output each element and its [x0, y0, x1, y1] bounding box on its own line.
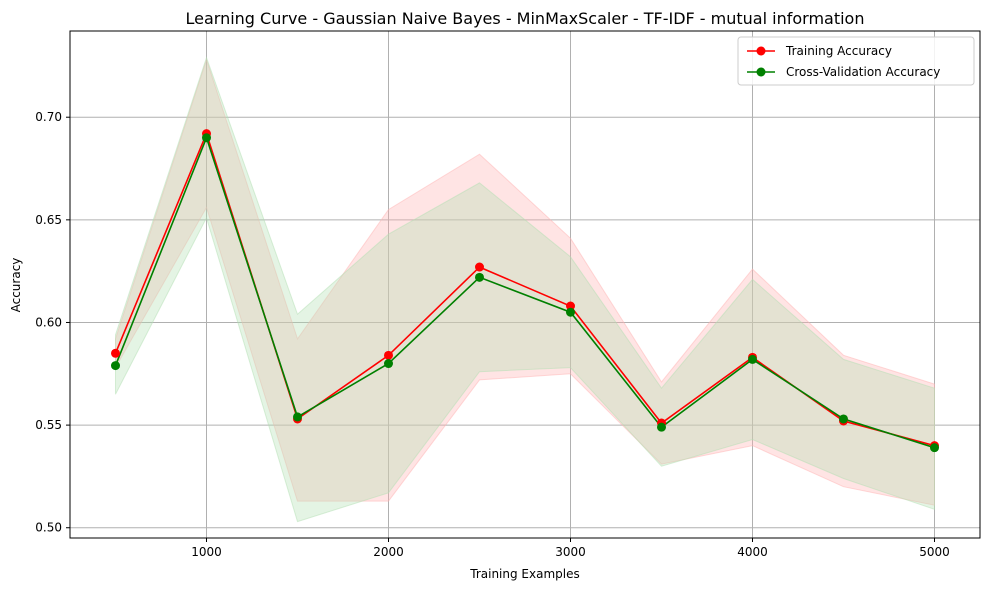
legend-marker-1	[756, 67, 766, 77]
band-series-1	[115, 56, 935, 523]
x-tick-label: 1000	[191, 545, 222, 559]
x-tick-label: 4000	[737, 545, 768, 559]
series-points	[111, 129, 939, 453]
point-series-1	[384, 359, 393, 369]
point-series-1	[748, 354, 757, 364]
x-axis-label: Training Examples	[469, 567, 579, 581]
legend-label-1: Cross-Validation Accuracy	[786, 65, 940, 79]
y-tick-label: 0.70	[35, 110, 62, 124]
point-series-1	[293, 412, 302, 422]
x-tick-label: 3000	[555, 545, 586, 559]
legend-box	[737, 36, 975, 86]
x-tick-label: 2000	[373, 545, 404, 559]
point-series-1	[202, 133, 211, 143]
plot-frame	[69, 30, 981, 539]
point-series-1	[930, 443, 939, 453]
point-series-0	[475, 262, 484, 272]
point-series-0	[566, 301, 575, 311]
confidence-bands	[115, 56, 935, 523]
point-series-0	[384, 350, 393, 360]
point-series-1	[475, 272, 484, 282]
y-tick-label: 0.65	[35, 213, 62, 227]
line-series-1	[114, 135, 935, 449]
series-lines	[114, 131, 935, 449]
chart-title: Learning Curve - Gaussian Naive Bayes - …	[186, 9, 865, 28]
y-tick-label: 0.60	[35, 315, 62, 329]
y-axis-ticks: 0.50 0.55 0.60 0.65 0.70	[35, 110, 70, 535]
legend-label-0: Training Accuracy	[785, 44, 892, 58]
x-tick-label: 5000	[919, 545, 950, 559]
point-series-0	[111, 348, 120, 358]
y-tick-label: 0.50	[35, 521, 62, 535]
y-axis-label: Accuracy	[9, 258, 23, 313]
legend-marker-0	[756, 46, 766, 56]
x-axis-ticks: 1000 2000 3000 4000 5000	[191, 538, 950, 559]
point-series-1	[657, 422, 666, 432]
y-tick-label: 0.55	[35, 418, 62, 432]
point-series-1	[566, 307, 575, 317]
point-series-1	[839, 414, 848, 424]
grid-lines	[70, 31, 980, 538]
legend: Training Accuracy Cross-Validation Accura…	[737, 36, 975, 86]
point-series-1	[111, 361, 120, 371]
